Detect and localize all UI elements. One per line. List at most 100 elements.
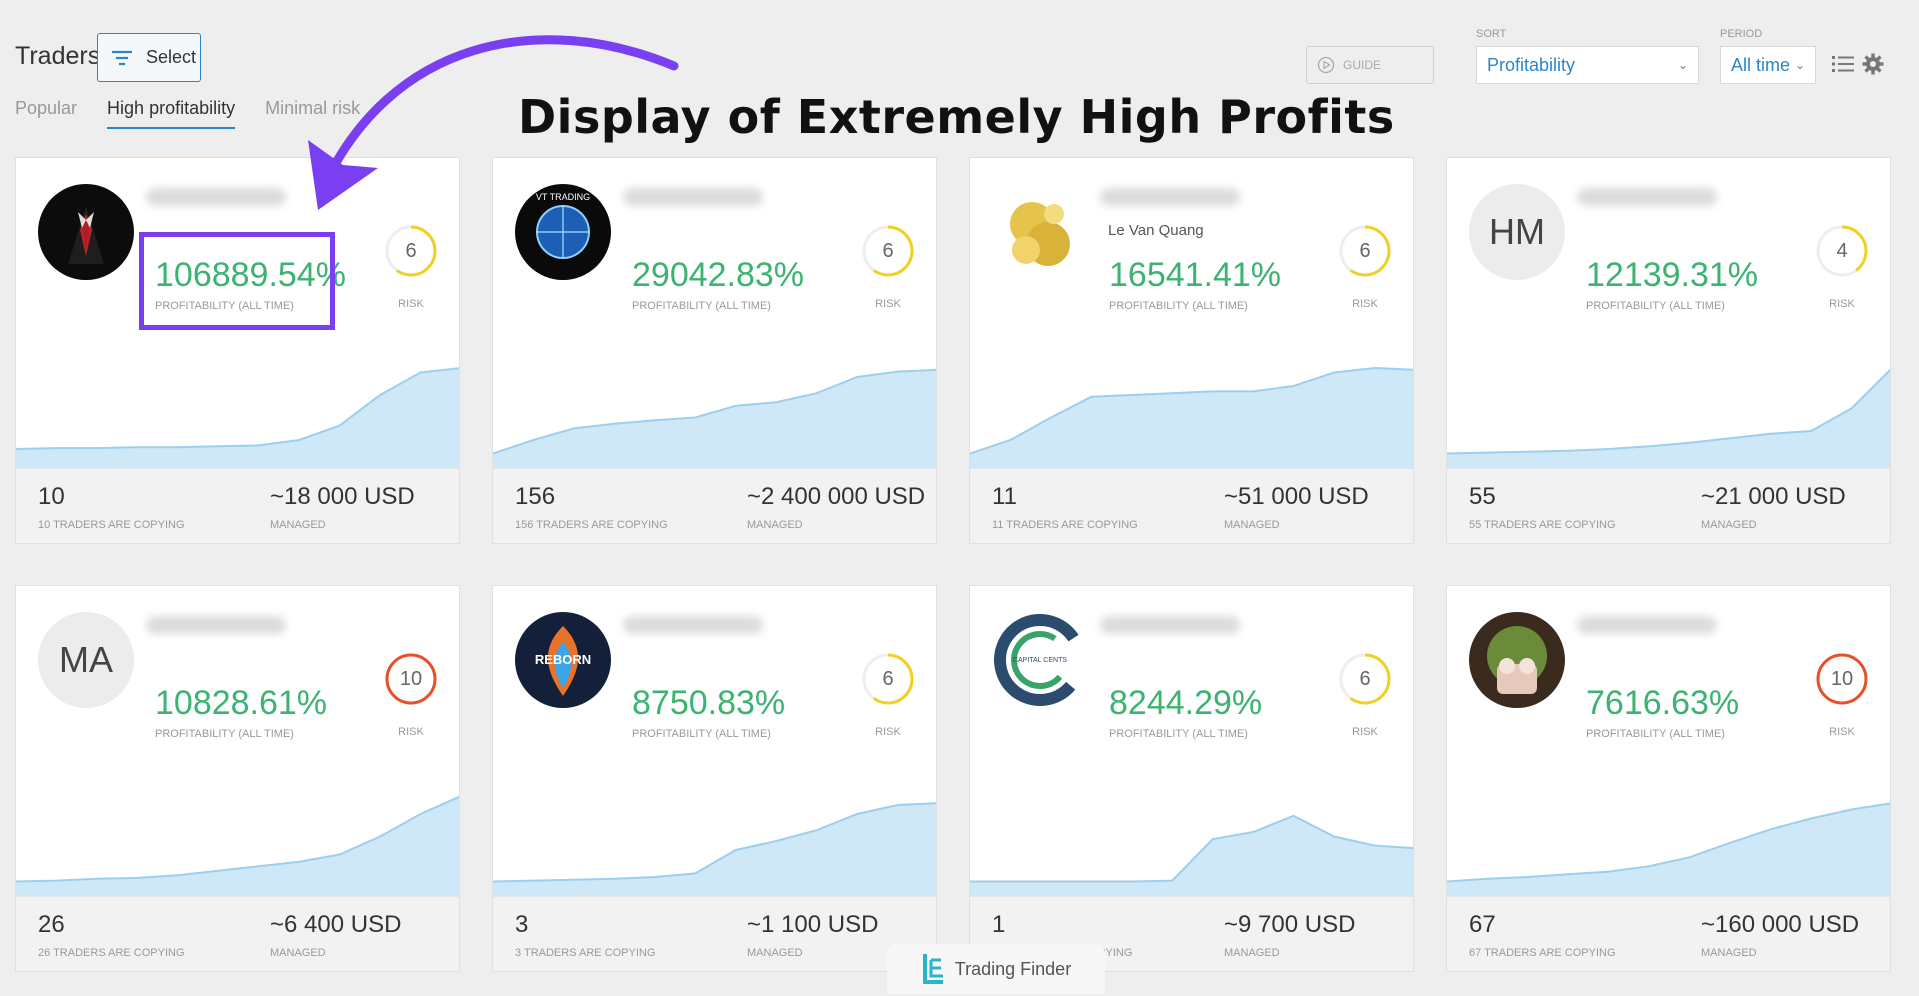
avatar <box>1469 612 1565 708</box>
tab-popular[interactable]: Popular <box>15 98 78 118</box>
trader-card[interactable]: VT TRADING 29042.83% PROFITABILITY (ALL … <box>492 157 937 544</box>
tab-minimal-risk[interactable]: Minimal risk <box>265 98 361 118</box>
risk-score: 10 <box>1830 667 1854 690</box>
blurred-trader-name <box>146 188 286 206</box>
period-label: PERIOD <box>1720 28 1763 40</box>
guide-label: GUIDE <box>1343 58 1382 72</box>
managed-amount: ~9 700 USD <box>1224 911 1356 938</box>
profit-line <box>970 814 1413 883</box>
avatar-text: VT TRADING <box>536 192 590 202</box>
period-dropdown[interactable]: All time ⌄ <box>1720 46 1816 84</box>
profitability-value: 10828.61% <box>155 684 328 722</box>
card-stats: 26 26 TRADERS ARE COPYING ~6 400 USD MAN… <box>16 896 459 971</box>
managed-amount: ~18 000 USD <box>270 483 415 510</box>
risk-gauge <box>385 225 437 277</box>
risk-label: RISK <box>398 726 424 738</box>
copying-count: 11 <box>992 483 1017 510</box>
trader-card[interactable]: REBORN 8750.83% PROFITABILITY (ALL TIME)… <box>492 585 937 972</box>
avatar: MA <box>38 612 134 708</box>
avatar: HM <box>1469 184 1565 280</box>
risk-score: 6 <box>1359 667 1371 690</box>
period-value: All time <box>1731 54 1791 75</box>
blurred-trader-name <box>1100 616 1240 634</box>
card-stats: 55 55 TRADERS ARE COPYING ~21 000 USD MA… <box>1447 468 1890 543</box>
profit-highlight-box <box>139 232 335 330</box>
profit-chart <box>493 368 936 468</box>
list-view-icon[interactable] <box>1832 54 1854 74</box>
filter-icon <box>112 50 132 65</box>
trader-card[interactable]: MA 10828.61% PROFITABILITY (ALL TIME) 10… <box>15 585 460 972</box>
profitability-value: 8750.83% <box>632 684 786 722</box>
profit-area <box>493 803 936 896</box>
copying-label: 55 TRADERS ARE COPYING <box>1469 519 1616 531</box>
copying-count: 10 <box>38 483 65 510</box>
card-stats: 10 10 TRADERS ARE COPYING ~18 000 USD MA… <box>16 468 459 543</box>
risk-label: RISK <box>1829 726 1855 738</box>
trader-card[interactable]: HM 12139.31% PROFITABILITY (ALL TIME) 4 … <box>1446 157 1891 544</box>
risk-gauge <box>1339 653 1391 705</box>
managed-amount: ~6 400 USD <box>270 911 402 938</box>
sort-label: SORT <box>1476 28 1507 40</box>
risk-gauge <box>385 653 437 705</box>
profit-line <box>493 802 936 883</box>
card-stats: 3 3 TRADERS ARE COPYING ~1 100 USD MANAG… <box>493 896 936 971</box>
guide-button[interactable]: GUIDE <box>1306 46 1434 84</box>
risk-gauge <box>1816 653 1868 705</box>
sort-value: Profitability <box>1487 54 1576 75</box>
chevron-down-icon: ⌄ <box>1794 58 1805 72</box>
profitability-value: 12139.31% <box>1586 256 1759 294</box>
gear-icon[interactable] <box>1862 53 1884 75</box>
managed-amount: ~51 000 USD <box>1224 483 1369 510</box>
profit-chart <box>1447 368 1890 468</box>
managed-amount: ~1 100 USD <box>747 911 879 938</box>
profit-line <box>970 366 1413 455</box>
copying-count: 26 <box>38 911 65 938</box>
sort-dropdown[interactable]: Profitability ⌄ <box>1476 46 1699 84</box>
profitability-value: 29042.83% <box>632 256 805 294</box>
managed-label: MANAGED <box>1224 519 1280 531</box>
managed-amount: ~21 000 USD <box>1701 483 1846 510</box>
copying-label: 3 TRADERS ARE COPYING <box>515 947 656 959</box>
profit-chart <box>493 802 936 896</box>
trading-finder-watermark: Trading Finder <box>887 944 1105 994</box>
profit-line <box>16 795 459 883</box>
trader-card[interactable]: 106889.54% PROFITABILITY (ALL TIME) 6 RI… <box>15 157 460 544</box>
avatar-initials: MA <box>59 639 113 680</box>
profit-area <box>16 368 459 468</box>
profitability-value: 106889.54% <box>155 256 346 294</box>
capital-cents-logo-icon: CAPITAL CENTS <box>992 612 1088 708</box>
profit-chart <box>16 795 459 896</box>
managed-label: MANAGED <box>270 947 326 959</box>
copying-label: 10 TRADERS ARE COPYING <box>38 519 185 531</box>
profit-chart <box>970 366 1413 468</box>
profit-line <box>493 368 936 455</box>
trader-card[interactable]: 7616.63% PROFITABILITY (ALL TIME) 10 RIS… <box>1446 585 1891 972</box>
profit-area <box>1447 370 1890 468</box>
risk-score: 10 <box>399 667 423 690</box>
avatar: REBORN <box>515 612 611 708</box>
profit-line <box>16 367 459 450</box>
profitability-value: 16541.41% <box>1109 256 1282 294</box>
profit-area <box>970 368 1413 468</box>
tab-high-profitability[interactable]: High profitability <box>107 98 236 129</box>
profitability-label: PROFITABILITY (ALL TIME) <box>1109 728 1248 740</box>
copying-label: 26 TRADERS ARE COPYING <box>38 947 185 959</box>
trader-card[interactable]: CAPITAL CENTS 8244.29% PROFITABILITY (AL… <box>969 585 1414 972</box>
risk-label: RISK <box>398 298 424 310</box>
blurred-trader-name <box>623 188 763 206</box>
risk-gauge <box>1816 225 1868 277</box>
managed-label: MANAGED <box>747 519 803 531</box>
card-stats: 11 11 TRADERS ARE COPYING ~51 000 USD MA… <box>970 468 1413 543</box>
avatar-text: REBORN <box>535 652 591 667</box>
avatar: CAPITAL CENTS <box>992 612 1088 708</box>
select-filter-button[interactable]: Select <box>97 33 201 82</box>
risk-label: RISK <box>875 298 901 310</box>
profitability-label: PROFITABILITY (ALL TIME) <box>632 300 771 312</box>
trader-card[interactable]: Le Van Quang 16541.41% PROFITABILITY (AL… <box>969 157 1414 544</box>
profit-line <box>1447 802 1890 883</box>
profit-chart <box>16 367 459 468</box>
managed-label: MANAGED <box>1701 947 1757 959</box>
profitability-label: PROFITABILITY (ALL TIME) <box>1586 728 1725 740</box>
copying-count: 1 <box>992 911 1006 938</box>
copying-label: 11 TRADERS ARE COPYING <box>992 519 1138 531</box>
